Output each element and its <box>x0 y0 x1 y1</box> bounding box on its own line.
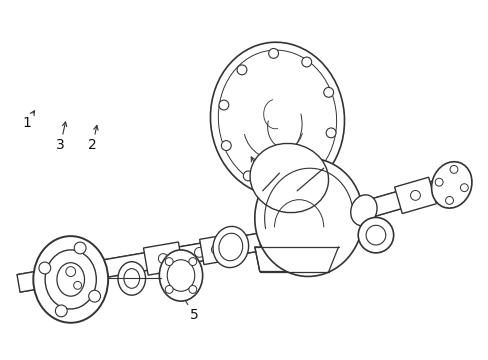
Ellipse shape <box>57 263 84 296</box>
Ellipse shape <box>167 260 194 291</box>
Circle shape <box>88 290 101 302</box>
Circle shape <box>268 49 278 58</box>
Ellipse shape <box>249 143 328 213</box>
Circle shape <box>276 180 285 189</box>
Text: 1: 1 <box>22 111 34 130</box>
Text: 3: 3 <box>56 122 66 152</box>
Circle shape <box>419 188 429 198</box>
Ellipse shape <box>45 250 96 309</box>
Polygon shape <box>394 177 435 213</box>
Circle shape <box>74 282 81 289</box>
Circle shape <box>307 163 317 173</box>
Polygon shape <box>254 247 338 271</box>
Ellipse shape <box>118 262 145 295</box>
Text: 5: 5 <box>176 286 198 322</box>
Ellipse shape <box>123 269 140 288</box>
Polygon shape <box>17 233 261 292</box>
Ellipse shape <box>159 250 202 301</box>
Ellipse shape <box>350 195 376 226</box>
Circle shape <box>219 100 228 110</box>
Circle shape <box>158 254 168 264</box>
Polygon shape <box>353 176 453 221</box>
Circle shape <box>301 57 311 67</box>
Text: 2: 2 <box>88 125 98 152</box>
Ellipse shape <box>213 226 248 267</box>
Circle shape <box>358 217 393 253</box>
Circle shape <box>410 190 420 200</box>
Polygon shape <box>143 242 183 275</box>
Circle shape <box>188 285 196 293</box>
Text: 4: 4 <box>251 157 263 178</box>
Circle shape <box>445 197 452 204</box>
Ellipse shape <box>254 158 363 276</box>
Circle shape <box>449 166 457 174</box>
Circle shape <box>243 171 253 181</box>
Circle shape <box>165 258 173 266</box>
Circle shape <box>74 242 86 254</box>
Circle shape <box>366 225 385 245</box>
Circle shape <box>39 262 51 274</box>
Circle shape <box>434 178 442 186</box>
Circle shape <box>221 141 231 150</box>
Ellipse shape <box>431 162 471 208</box>
Ellipse shape <box>33 236 108 323</box>
Circle shape <box>211 244 221 255</box>
Circle shape <box>66 267 76 276</box>
Circle shape <box>188 258 196 266</box>
Circle shape <box>460 184 468 192</box>
Ellipse shape <box>210 42 344 196</box>
Circle shape <box>237 65 246 75</box>
Ellipse shape <box>219 233 242 261</box>
Circle shape <box>325 128 335 138</box>
Circle shape <box>194 247 204 257</box>
Polygon shape <box>199 234 233 265</box>
Circle shape <box>165 285 173 293</box>
Circle shape <box>323 87 333 97</box>
Circle shape <box>55 305 67 317</box>
